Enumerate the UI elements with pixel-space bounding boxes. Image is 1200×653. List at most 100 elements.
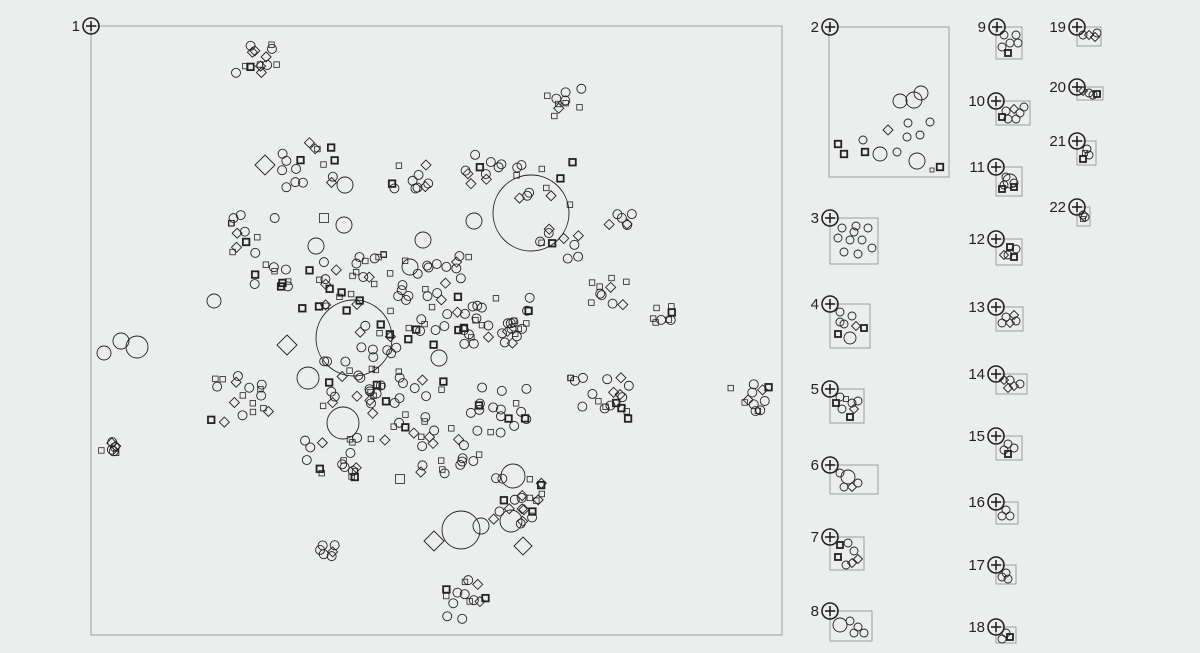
node-square <box>372 366 379 374</box>
node-diamond <box>276 334 298 356</box>
node-square-bold <box>475 163 485 172</box>
node-circle <box>455 273 466 284</box>
panel-label: 13 <box>968 299 985 316</box>
node-diamond <box>1008 380 1020 392</box>
node-circle <box>493 162 504 173</box>
node-square <box>551 112 558 120</box>
node-square <box>268 41 275 48</box>
node-circle <box>521 383 532 394</box>
node-circle <box>849 628 859 638</box>
node-circle <box>336 176 354 194</box>
node-circle <box>423 178 434 189</box>
node-diamond <box>325 176 338 189</box>
node-diamond <box>501 325 514 337</box>
node-circle <box>516 406 527 417</box>
node-circle <box>496 385 507 396</box>
node-circle <box>999 30 1009 40</box>
node-square <box>402 411 409 418</box>
node-circle <box>455 459 466 470</box>
node-circle <box>407 175 418 186</box>
circle-plus-icon <box>987 158 1005 176</box>
node-diamond <box>506 337 519 349</box>
circle-plus-ring <box>821 456 839 474</box>
node-circle <box>472 300 483 311</box>
node-diamond <box>254 60 267 72</box>
node-square-bold <box>314 302 324 311</box>
node-circle <box>472 425 483 436</box>
node-square-bold <box>547 239 557 248</box>
node-diamond <box>230 376 242 388</box>
node-circle <box>587 388 598 399</box>
node-square-bold <box>764 383 773 392</box>
panel-label: 5 <box>811 381 819 398</box>
node-square <box>526 494 534 502</box>
node-diamond <box>309 143 321 155</box>
node-circle <box>441 510 481 550</box>
panel-label: 11 <box>969 159 985 176</box>
node-circle <box>386 348 397 359</box>
node-diamond <box>423 431 436 443</box>
circle-plus-icon <box>987 618 1005 636</box>
panel-label: 6 <box>811 457 819 474</box>
node-circle <box>1078 30 1088 40</box>
node-circle <box>495 404 506 415</box>
circle-plus-icon <box>82 17 100 35</box>
node-circle <box>605 400 616 411</box>
node-circle <box>576 83 587 94</box>
node-circle <box>439 321 450 332</box>
node-circle <box>495 427 506 438</box>
node-diamond <box>228 396 241 409</box>
node-square <box>367 435 375 443</box>
node-square <box>513 172 520 179</box>
node-circle <box>347 466 358 476</box>
node-square-bold <box>439 377 448 386</box>
node-diamond <box>452 433 465 446</box>
node-square <box>1082 150 1088 156</box>
node-diamond <box>472 578 484 591</box>
panel-frame <box>995 166 1023 197</box>
node-circle <box>235 210 246 221</box>
node-circle <box>488 402 499 413</box>
node-diamond <box>326 396 339 409</box>
node-square <box>318 470 325 477</box>
node-square-bold <box>326 143 336 152</box>
node-circle <box>903 118 913 128</box>
panel-frame <box>829 388 865 424</box>
node-circle <box>616 212 627 223</box>
node-square <box>319 213 329 223</box>
node-square <box>929 167 935 173</box>
node-square-bold <box>832 399 840 407</box>
circle-plus-icon <box>1068 78 1086 96</box>
node-circle <box>857 235 867 245</box>
panel-frame <box>90 25 783 636</box>
node-circle <box>412 268 423 279</box>
node-circle <box>997 572 1007 582</box>
node-square <box>375 253 382 261</box>
panel-7: 7 <box>811 528 865 571</box>
node-circle <box>892 147 902 157</box>
node-circle <box>1003 439 1013 449</box>
node-circle <box>1009 443 1019 453</box>
circle-plus-ring <box>821 380 839 398</box>
node-circle <box>277 148 288 159</box>
node-circle <box>430 349 448 367</box>
node-circle <box>421 391 432 402</box>
node-circle <box>335 216 353 234</box>
node-diamond <box>230 241 243 253</box>
node-square <box>544 92 551 99</box>
node-square-bold <box>568 158 577 167</box>
node-circle <box>354 252 365 263</box>
node-circle <box>509 494 520 505</box>
node-square-bold <box>1079 155 1087 163</box>
node-square-bold <box>429 340 438 349</box>
node-circle <box>849 227 859 237</box>
node-circle <box>569 239 580 250</box>
node-diamond <box>532 494 544 506</box>
node-diamond <box>435 294 448 306</box>
node-diamond <box>363 271 375 283</box>
node-square-bold <box>836 541 844 549</box>
node-square <box>239 392 246 399</box>
node-square-bold <box>315 464 324 473</box>
node-circle <box>516 493 527 503</box>
node-circle <box>925 117 935 127</box>
